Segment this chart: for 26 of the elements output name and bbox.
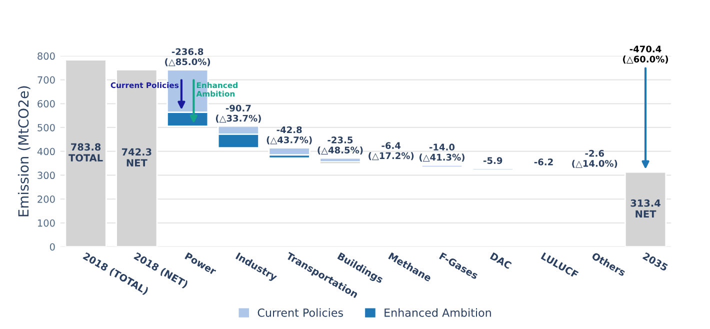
annotation: -42.8 (△43.7%) [266, 126, 312, 144]
annotation: -23.5 (△48.5%) [318, 136, 363, 155]
y-tick-label: 300 [38, 172, 55, 180]
y-axis-title: Emission (MtCO2e) [18, 86, 30, 216]
y-tick-label: 500 [38, 124, 55, 132]
annotation: -6.2 [534, 158, 553, 166]
y-tick-label: 800 [38, 52, 55, 60]
annotation: -6.4 (△17.2%) [368, 142, 414, 160]
annotation: -236.8 (△85.0%) [165, 48, 210, 66]
y-tick-label: 100 [38, 219, 55, 227]
data-label: 742.3 NET [122, 148, 152, 166]
y-tick-label: 600 [38, 100, 55, 108]
annotation: -5.9 [483, 157, 502, 164]
x-tick-label: DAC [490, 252, 512, 270]
annotation: -470.4 (△60.0%) [623, 46, 668, 64]
annotation: -14.0 (△41.3%) [419, 144, 464, 162]
legend-label: Enhanced Ambition [384, 308, 491, 317]
y-tick-label: 0 [50, 243, 55, 251]
y-tick-label: 700 [38, 76, 55, 84]
y-tick-label: 200 [38, 196, 55, 203]
data-label: 313.4 NET [630, 199, 660, 218]
annotation: -2.6 (△14.0%) [572, 150, 618, 168]
annotation: -90.7 (△33.7%) [216, 104, 261, 123]
y-tick-label: 400 [37, 148, 55, 156]
legend-label: Current Policies [258, 308, 344, 317]
data-label: 783.8 TOTAL [68, 143, 103, 162]
